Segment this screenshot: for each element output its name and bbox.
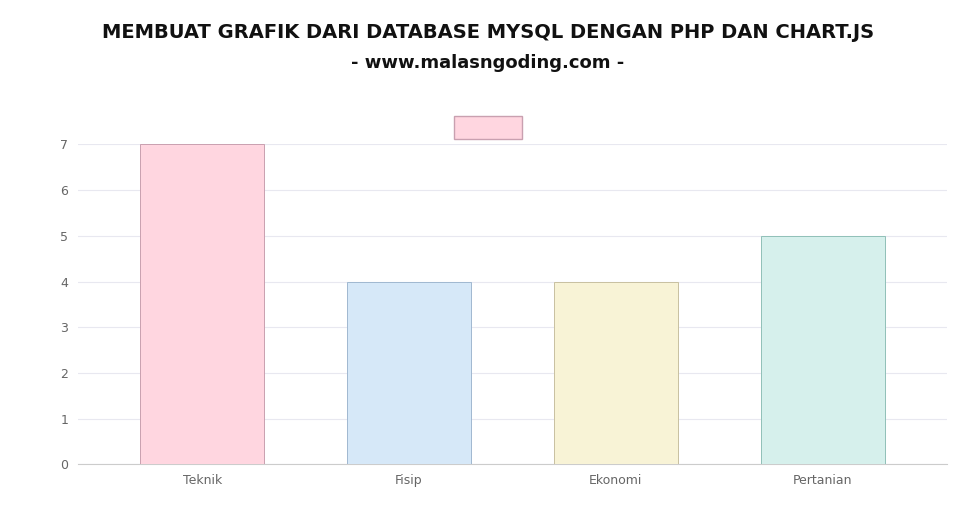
Bar — [346, 282, 471, 464]
Bar — [141, 144, 264, 464]
Text: MEMBUAT GRAFIK DARI DATABASE MYSQL DENGAN PHP DAN CHART.JS: MEMBUAT GRAFIK DARI DATABASE MYSQL DENGA… — [102, 23, 874, 42]
Bar — [760, 236, 884, 464]
Text: - www.malasngoding.com -: - www.malasngoding.com - — [351, 54, 625, 72]
Bar — [553, 282, 678, 464]
